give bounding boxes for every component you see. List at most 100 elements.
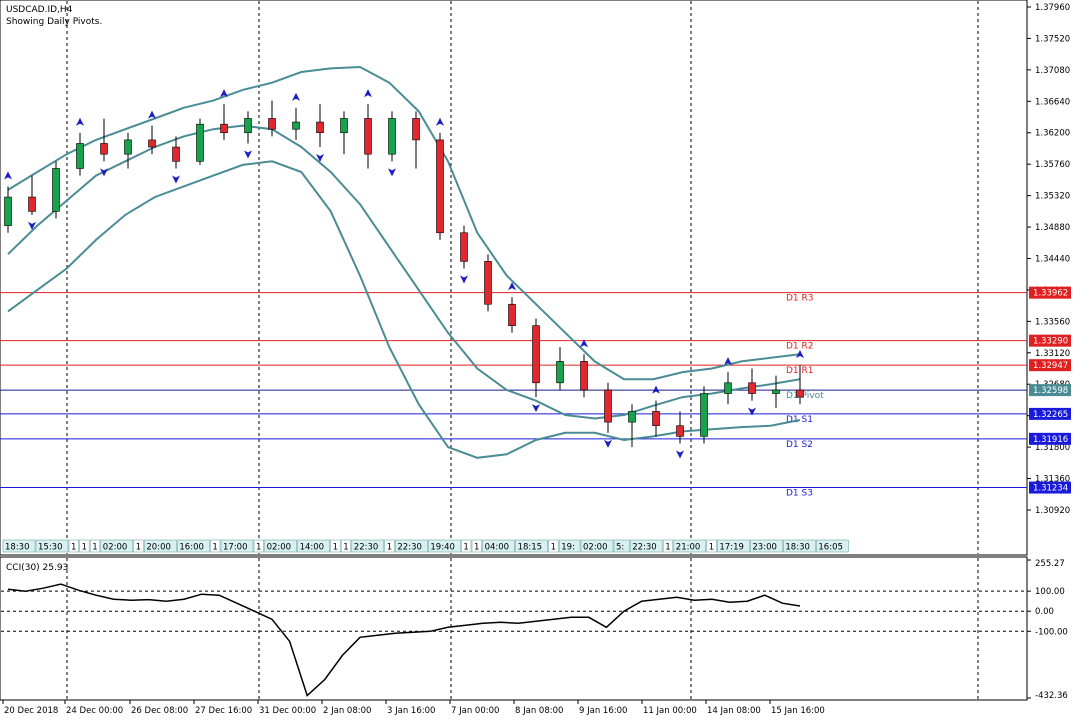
session-box <box>580 539 614 553</box>
candle-body <box>484 261 492 305</box>
fractal-up-arrow <box>220 89 228 98</box>
candle-body <box>772 389 780 394</box>
fractal-up-arrow <box>652 385 660 394</box>
session-box <box>629 539 663 553</box>
candle-body <box>388 118 396 155</box>
price-box: 1.31916 <box>1029 432 1071 445</box>
price-box-bg <box>1029 334 1071 347</box>
candle-body <box>220 123 228 134</box>
session-label: 17:19 <box>719 543 744 553</box>
session-box <box>144 539 177 553</box>
session-label: 1 <box>551 543 556 553</box>
session-box <box>340 539 352 553</box>
session-box <box>662 539 674 553</box>
pivot-label: D1 R2 <box>786 342 814 352</box>
session-label: 19:40 <box>430 543 455 553</box>
session-box <box>264 539 297 553</box>
x-tick-label: 26 Dec 08:00 <box>131 706 188 716</box>
session-box <box>673 539 707 553</box>
session-label: 02:00 <box>267 543 292 553</box>
fractal-down-arrow <box>100 168 108 177</box>
candle-body <box>100 143 108 155</box>
price-box: 1.33962 <box>1029 286 1071 299</box>
fractal-up-arrow <box>508 282 516 291</box>
session-label: 1 <box>82 543 87 553</box>
fractal-down-arrow <box>748 407 756 416</box>
session-box <box>395 539 428 553</box>
candle-body <box>532 325 540 384</box>
y-tick-label: 1.37960 <box>1035 3 1070 13</box>
chart-subtitle: Showing Daily Pivots. <box>6 17 102 27</box>
fractal-down-arrow <box>604 439 612 448</box>
session-label: 20:00 <box>146 543 171 553</box>
session-label: 5: <box>616 543 624 553</box>
candle-body <box>580 361 588 391</box>
price-box-bg <box>1029 359 1071 372</box>
bollinger-lower <box>7 160 801 459</box>
candle-body <box>556 361 564 384</box>
candle-body <box>76 143 84 169</box>
cci-line <box>7 583 801 697</box>
session-label: 22:30 <box>354 543 379 553</box>
x-tick-label: 24 Dec 00:00 <box>66 706 123 716</box>
price-box-label: 1.33962 <box>1033 289 1068 299</box>
session-box <box>2 539 36 553</box>
cci-title: CCI(30) 25.93 <box>6 563 68 573</box>
price-box: 1.32947 <box>1029 359 1071 372</box>
x-tick-label: 31 Dec 00:00 <box>259 706 316 716</box>
session-box <box>515 539 548 553</box>
fractal-down-arrow <box>316 154 324 163</box>
session-box <box>253 539 264 553</box>
fractal-down-arrow <box>244 150 252 159</box>
session-label: 1 <box>71 543 76 553</box>
session-label: 02:00 <box>583 543 608 553</box>
session-label: 1 <box>709 543 714 553</box>
candle-body <box>268 118 276 130</box>
candle-body <box>124 139 132 155</box>
session-label: 17:00 <box>223 543 248 553</box>
price-box-label: 1.32947 <box>1033 361 1068 371</box>
price-box-bg <box>1029 407 1071 420</box>
candle-body <box>748 382 756 394</box>
cci-tick-label: 255.27 <box>1035 559 1065 569</box>
session-box <box>220 539 254 553</box>
fractal-up-arrow <box>436 117 444 126</box>
session-label: 18:15 <box>518 543 543 553</box>
price-box: 1.32265 <box>1029 407 1071 420</box>
session-label: 15:30 <box>38 543 63 553</box>
session-box <box>177 539 210 553</box>
session-box <box>100 539 134 553</box>
candle-body <box>676 425 684 437</box>
session-box <box>351 539 385 553</box>
y-tick-label: 1.37080 <box>1035 66 1070 76</box>
session-label: 1 <box>333 543 338 553</box>
x-tick-label: 14 Jan 08:00 <box>707 706 761 716</box>
session-label: 1 <box>387 543 392 553</box>
candle-body <box>604 389 612 423</box>
cci-tick-label: -100.00 <box>1035 627 1068 637</box>
candle-body <box>4 196 12 226</box>
session-label: 1 <box>92 543 97 553</box>
price-box-label: 1.32598 <box>1033 386 1068 396</box>
y-tick-label: 1.34880 <box>1035 223 1070 233</box>
candle-body <box>628 411 636 423</box>
cci-tick-label: 0.00 <box>1035 607 1054 617</box>
session-box <box>548 539 559 553</box>
cci-panel <box>0 556 1028 701</box>
y-tick-label: 1.36200 <box>1035 129 1070 139</box>
price-box-label: 1.31916 <box>1033 435 1068 445</box>
session-label: 18:30 <box>785 543 810 553</box>
price-box: 1.33290 <box>1029 334 1071 347</box>
cci-tick-label: -432.36 <box>1035 691 1068 701</box>
y-tick-label: 1.30920 <box>1035 506 1070 516</box>
session-label: 1 <box>256 543 261 553</box>
session-label: 19: <box>561 543 575 553</box>
session-box <box>79 539 90 553</box>
x-tick-label: 9 Jan 16:00 <box>579 706 627 716</box>
pivot-label: D1 Pivot <box>786 391 824 401</box>
candle-body <box>436 139 444 234</box>
candle-body <box>700 393 708 437</box>
fractal-up-arrow <box>796 349 804 358</box>
price-box-label: 1.33290 <box>1033 337 1068 347</box>
fractal-up-arrow <box>148 110 156 119</box>
